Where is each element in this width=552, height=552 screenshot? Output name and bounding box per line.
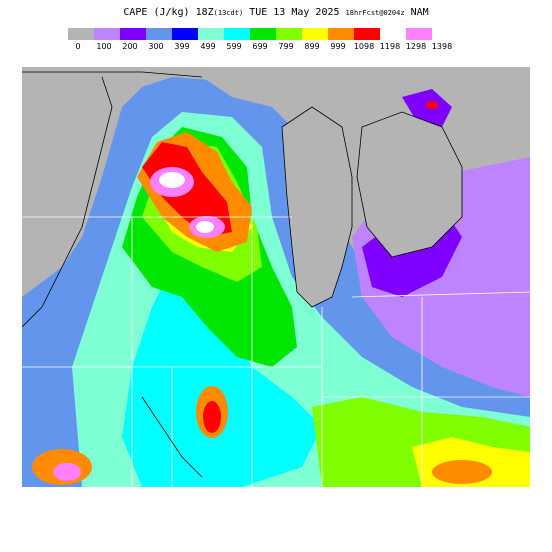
colorbar-swatch bbox=[224, 28, 250, 40]
colorbar-swatch bbox=[406, 28, 432, 40]
map-title: CAPE (J/kg) 18Z(13cdt) TUE 13 May 2025 1… bbox=[0, 7, 552, 18]
colorbar-tick-label: 0 bbox=[75, 42, 81, 51]
hotspot-white-north bbox=[159, 172, 185, 188]
colorbar-swatch bbox=[380, 28, 406, 40]
hotspot-ne-red bbox=[426, 101, 438, 109]
title-model: NAM bbox=[410, 7, 429, 18]
colorbar-tick-label: 999 bbox=[330, 42, 346, 51]
colorbar-tick-label: 399 bbox=[174, 42, 190, 51]
colorbar-tick-label: 300 bbox=[148, 42, 164, 51]
colorbar-swatch bbox=[94, 28, 120, 40]
colorbar-tick-label: 1298 bbox=[405, 42, 427, 51]
colorbar-tick-label: 1098 bbox=[353, 42, 375, 51]
lower-michigan bbox=[357, 112, 462, 257]
colorbar-tick-label: 1198 bbox=[379, 42, 401, 51]
colorbar bbox=[68, 28, 432, 40]
cape-map bbox=[22, 67, 530, 487]
title-forecast: 18hrFcst@0204z bbox=[345, 9, 405, 17]
coastlines bbox=[22, 71, 463, 478]
hotspot-white-central bbox=[196, 221, 214, 233]
colorbar-ticks: 0 100 200 300 399 499 599 699 799 899 999 1098 1198 1… bbox=[0, 42, 552, 54]
colorbar-swatch bbox=[68, 28, 94, 40]
colorbar-tick-label: 200 bbox=[122, 42, 138, 51]
colorbar-swatch bbox=[250, 28, 276, 40]
colorbar-tick-label: 1398 bbox=[431, 42, 453, 51]
colorbar-tick-label: 799 bbox=[278, 42, 294, 51]
title-main: CAPE (J/kg) 18Z bbox=[123, 7, 214, 18]
colorbar-swatch bbox=[328, 28, 354, 40]
hotspot-se-orange bbox=[432, 460, 492, 484]
title-local-time: (13cdt) bbox=[213, 9, 244, 17]
state-boundaries bbox=[22, 216, 530, 487]
colorbar-tick-label: 100 bbox=[96, 42, 112, 51]
colorbar-swatch bbox=[302, 28, 328, 40]
colorbar-tick-label: 899 bbox=[304, 42, 320, 51]
colorbar-swatch bbox=[146, 28, 172, 40]
lake-superior bbox=[202, 67, 402, 107]
colorbar-swatch bbox=[198, 28, 224, 40]
colorbar-tick-label: 499 bbox=[200, 42, 216, 51]
colorbar-swatch bbox=[276, 28, 302, 40]
title-date: TUE 13 May 2025 bbox=[249, 7, 340, 18]
colorbar-swatch bbox=[172, 28, 198, 40]
colorbar-tick-label: 699 bbox=[252, 42, 268, 51]
lake-michigan bbox=[282, 107, 352, 307]
colorbar-swatch bbox=[354, 28, 380, 40]
hotspot-south-red bbox=[203, 401, 221, 433]
colorbar-tick-label: 599 bbox=[226, 42, 242, 51]
hotspot-sw-white bbox=[53, 463, 81, 481]
colorbar-swatch bbox=[120, 28, 146, 40]
